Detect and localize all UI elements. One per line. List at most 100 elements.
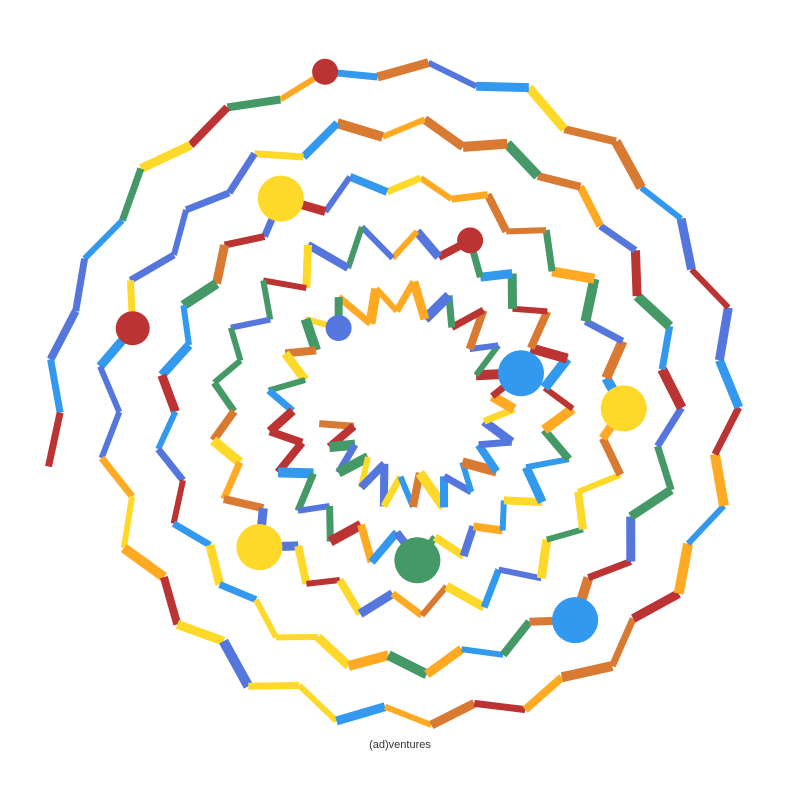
spiral-segment — [268, 427, 304, 447]
spiral-segment — [326, 505, 334, 542]
spiral-segment — [628, 486, 674, 521]
spiral-segment — [336, 452, 371, 478]
spiral-segment — [654, 445, 675, 491]
spiral-segment — [260, 279, 274, 321]
spiral-segment — [120, 543, 167, 582]
spiral-segment — [386, 650, 430, 679]
spiral-segment — [184, 189, 231, 214]
spiral-segment — [335, 118, 384, 142]
spiral-segment — [171, 520, 212, 549]
spiral-segment — [481, 417, 515, 446]
spiral-segment — [262, 277, 307, 292]
spiral-segment — [72, 258, 89, 312]
spiral-segment — [211, 380, 237, 414]
spiral-segment — [180, 279, 220, 310]
spiral-segment — [223, 233, 266, 249]
spiral-node-red — [115, 311, 150, 346]
spiral-segment — [459, 525, 478, 558]
spiral-segment — [47, 358, 64, 414]
spiral-segment — [266, 407, 296, 435]
spiral-segment — [336, 577, 364, 616]
spiral-segment — [158, 342, 193, 379]
spiral-segment — [385, 174, 422, 196]
spiral-node-yellow — [257, 175, 304, 222]
spiral-segment — [689, 267, 731, 310]
spiral-nodes — [115, 58, 647, 644]
spiral-segment — [306, 577, 341, 587]
spiral-segment — [587, 558, 633, 581]
spiral-segment — [380, 474, 404, 509]
spiral-segment — [525, 84, 568, 133]
spiral-segment — [305, 241, 351, 272]
spiral-segment — [336, 294, 373, 327]
spiral-segment — [365, 287, 382, 325]
spiral-segment — [160, 576, 182, 626]
spiral-segment — [248, 682, 300, 690]
spiral-segment — [418, 175, 454, 202]
spiral-segment — [577, 471, 622, 495]
spiral-segment — [281, 350, 309, 383]
spiral-segment — [461, 646, 504, 658]
spiral-segment — [409, 280, 430, 321]
spiral-segment — [673, 542, 694, 595]
spiral-segment — [155, 410, 179, 451]
spiral-segment — [489, 391, 517, 414]
spiral-segment — [205, 544, 225, 586]
spiral-segment — [345, 225, 365, 270]
spiral-segment — [274, 440, 306, 475]
spiral-segment — [210, 436, 243, 467]
spiral-segment — [209, 408, 238, 443]
spiral-segment — [709, 453, 729, 507]
spiral-segment — [601, 339, 628, 381]
spiral-segment — [685, 503, 727, 546]
spiral-segment — [300, 120, 341, 160]
spiral-segment — [529, 343, 569, 364]
spiral-node-yellow — [236, 524, 283, 571]
spiral-segment — [297, 683, 339, 724]
spiral-segment — [97, 365, 123, 414]
spiral-segment — [415, 470, 449, 511]
spiral-segment — [180, 304, 192, 346]
spiral-segment — [580, 277, 600, 323]
spiral-segment — [472, 522, 504, 535]
spiral-segment — [226, 95, 281, 112]
spiral-segment — [451, 191, 489, 203]
spiral-segment — [476, 81, 529, 93]
spiral-segment — [583, 318, 625, 345]
spiral-segment — [541, 404, 576, 434]
spiral-segment — [576, 184, 604, 228]
spiral-segment — [560, 661, 614, 683]
spiral-segment — [157, 373, 180, 414]
spiral-segment — [609, 617, 637, 668]
spiral-segment — [376, 58, 430, 82]
spiral-segment — [480, 568, 502, 609]
spiral-segment — [335, 702, 387, 726]
spiral-segment — [175, 620, 226, 646]
spiral-segment — [218, 581, 258, 603]
spiral-segment — [421, 115, 466, 151]
spiral-segment — [294, 472, 317, 513]
spiral-segment — [47, 309, 80, 362]
spiral-segment — [82, 218, 125, 261]
spiral-segment — [499, 500, 507, 531]
spiral-segment — [658, 325, 674, 370]
spiral-segment — [383, 703, 433, 728]
spiral-segment — [500, 619, 533, 658]
spiral-segment — [212, 358, 243, 385]
caption-text: (ad)ventures — [369, 739, 431, 751]
spiral-segment — [318, 420, 355, 430]
spiral-node-blue — [498, 350, 544, 397]
spiral-segment — [469, 342, 499, 353]
spiral-segment — [541, 427, 572, 462]
spiral-segment — [542, 229, 556, 272]
spiral-segment — [522, 465, 547, 504]
spiral-segment — [498, 566, 542, 582]
spiral-segment — [542, 385, 575, 412]
spiral-segment — [512, 305, 548, 315]
spiral-segment — [536, 172, 582, 191]
spiral-segment — [442, 473, 474, 495]
spiral-node-periwinkle — [325, 315, 352, 341]
spiral-node-red — [457, 227, 484, 254]
spiral-segment — [254, 150, 304, 161]
